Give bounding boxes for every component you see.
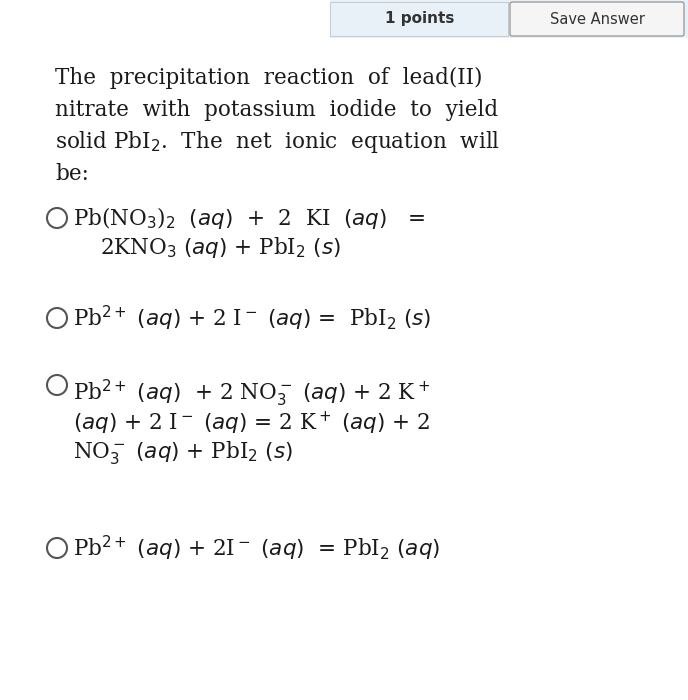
Text: solid PbI$_2$.  The  net  ionic  equation  will: solid PbI$_2$. The net ionic equation wi… [55, 129, 500, 155]
Text: The  precipitation  reaction  of  lead(II): The precipitation reaction of lead(II) [55, 67, 482, 89]
Text: Save Answer: Save Answer [550, 11, 645, 27]
Text: Pb$^{2+}$ $(aq)$ + 2I$^-$ $(aq)$  = PbI$_2$ $(aq)$: Pb$^{2+}$ $(aq)$ + 2I$^-$ $(aq)$ = PbI$_… [73, 533, 440, 563]
Text: Pb$^{2+}$ $(aq)$ + 2 I$^-$ $(aq)$ =  PbI$_2$ $(s)$: Pb$^{2+}$ $(aq)$ + 2 I$^-$ $(aq)$ = PbI$… [73, 303, 431, 332]
FancyBboxPatch shape [510, 2, 684, 36]
Text: Pb(NO$_3$)$_2$  $(aq)$  +  2  KI  $(aq)$   =: Pb(NO$_3$)$_2$ $(aq)$ + 2 KI $(aq)$ = [73, 205, 425, 231]
Text: 1 points: 1 points [385, 11, 455, 27]
Text: nitrate  with  potassium  iodide  to  yield: nitrate with potassium iodide to yield [55, 99, 498, 121]
FancyBboxPatch shape [330, 2, 508, 36]
Text: NO$_3^-$ $(aq)$ + PbI$_2$ $(s)$: NO$_3^-$ $(aq)$ + PbI$_2$ $(s)$ [73, 440, 293, 466]
Text: $(aq)$ + 2 I$^-$ $(aq)$ = 2 K$^+$ $(aq)$ + 2: $(aq)$ + 2 I$^-$ $(aq)$ = 2 K$^+$ $(aq)$… [73, 410, 430, 437]
Text: Pb$^{2+}$ $(aq)$  + 2 NO$_3^-$ $(aq)$ + 2 K$^+$: Pb$^{2+}$ $(aq)$ + 2 NO$_3^-$ $(aq)$ + 2… [73, 377, 430, 409]
FancyBboxPatch shape [330, 0, 688, 38]
Text: be:: be: [55, 163, 89, 185]
Text: 2KNO$_3$ $(aq)$ + PbI$_2$ $(s)$: 2KNO$_3$ $(aq)$ + PbI$_2$ $(s)$ [100, 235, 341, 260]
